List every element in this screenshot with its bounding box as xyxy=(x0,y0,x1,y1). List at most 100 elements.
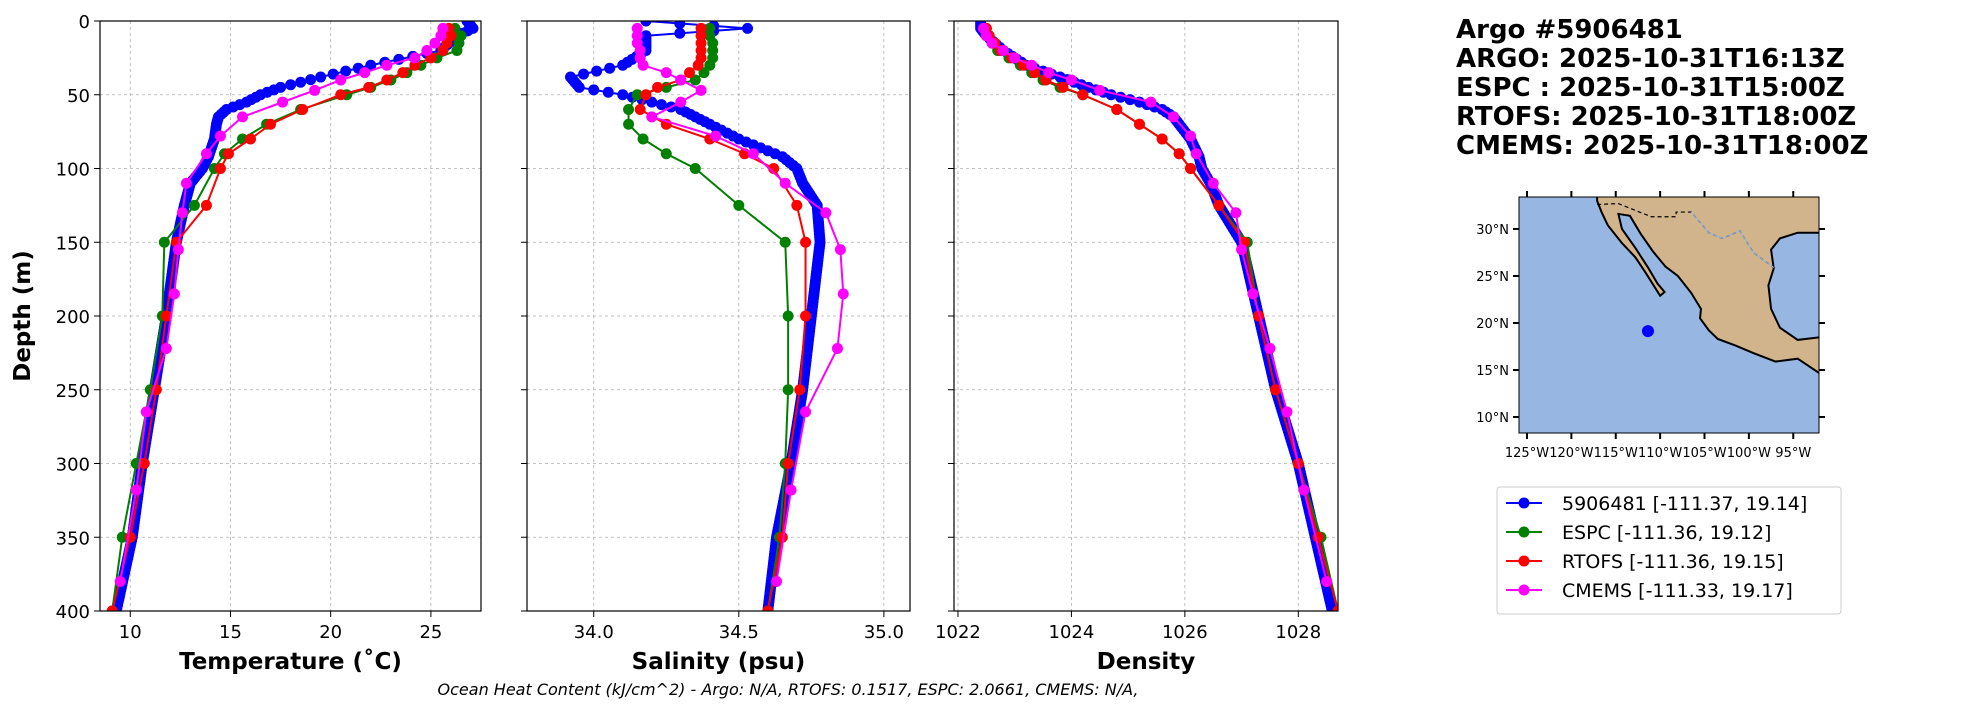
data-point-argo xyxy=(305,74,317,86)
data-point-cmems xyxy=(1009,52,1021,64)
data-point-cmems xyxy=(1043,67,1055,79)
data-point-cmems xyxy=(180,177,192,189)
data-point-argo xyxy=(591,65,603,77)
data-point-cmems xyxy=(646,111,658,123)
x-tick-label: 1028 xyxy=(1275,622,1321,643)
data-point-cmems xyxy=(200,148,212,160)
data-point-rtofs xyxy=(265,118,277,130)
data-point-espc xyxy=(660,148,672,160)
data-point-argo xyxy=(646,96,658,108)
map-lon-label: 110°W xyxy=(1638,446,1682,461)
data-point-rtofs xyxy=(245,133,257,145)
data-point-cmems xyxy=(172,244,184,256)
map-lon-label: 100°W xyxy=(1727,446,1771,461)
title-espc-time: ESPC : 2025-10-31T15:00Z xyxy=(1456,73,1845,103)
data-point-cmems xyxy=(1168,111,1180,123)
data-point-cmems xyxy=(660,67,672,79)
float-position-marker xyxy=(1641,325,1654,338)
data-point-espc xyxy=(451,45,463,56)
data-point-espc xyxy=(689,163,701,174)
data-point-espc xyxy=(704,59,716,71)
data-point-espc xyxy=(637,133,649,145)
data-point-espc xyxy=(698,67,710,79)
data-point-cmems xyxy=(1281,406,1293,418)
data-point-cmems xyxy=(1094,84,1106,96)
data-point-cmems xyxy=(421,45,433,56)
legend-label: 5906481 [-111.37, 19.14] xyxy=(1562,493,1807,515)
series-group xyxy=(975,21,1338,611)
data-point-rtofs xyxy=(1111,104,1123,115)
data-point-rtofs xyxy=(692,59,704,71)
data-point-argo xyxy=(640,21,652,27)
legend-marker xyxy=(1518,584,1530,596)
map-frame xyxy=(1518,196,1820,434)
data-point-rtofs xyxy=(794,384,806,396)
legend-label: CMEMS [-111.33, 19.17] xyxy=(1562,580,1793,602)
data-point-cmems xyxy=(1207,177,1219,189)
y-tick-label: 200 xyxy=(56,307,90,328)
x-tick-label: 1026 xyxy=(1162,622,1208,643)
data-point-rtofs xyxy=(800,310,812,322)
y-tick-label: 250 xyxy=(56,381,90,402)
data-point-cmems xyxy=(1026,59,1038,71)
data-point-cmems xyxy=(140,406,152,418)
map-lat-label: 30°N xyxy=(1476,223,1509,238)
data-point-cmems xyxy=(1230,207,1242,219)
data-point-espc xyxy=(188,199,200,211)
data-point-cmems xyxy=(800,406,812,418)
data-point-rtofs xyxy=(1332,605,1338,611)
map-lon-label: 115°W xyxy=(1594,446,1638,461)
data-point-cmems xyxy=(771,576,783,587)
data-point-rtofs xyxy=(297,104,309,115)
data-point-rtofs xyxy=(138,458,150,469)
title-cmems-time: CMEMS: 2025-10-31T18:00Z xyxy=(1456,131,1869,161)
data-point-espc xyxy=(779,236,791,248)
data-point-cmems xyxy=(997,45,1009,56)
data-point-rtofs xyxy=(782,458,794,469)
data-point-cmems xyxy=(381,59,393,71)
legend-marker xyxy=(1518,555,1530,567)
data-point-rtofs xyxy=(335,89,347,101)
legend-marker xyxy=(1518,526,1530,538)
data-point-cmems xyxy=(837,288,849,300)
x-tick-label: 35.0 xyxy=(864,622,904,643)
data-point-espc xyxy=(782,310,794,322)
y-tick-label: 100 xyxy=(56,160,90,181)
series-line-rtofs xyxy=(111,28,453,611)
data-point-rtofs xyxy=(363,81,375,93)
y-tick-label: 400 xyxy=(56,602,90,623)
data-point-rtofs xyxy=(1156,133,1168,145)
data-point-cmems xyxy=(779,177,791,189)
legend-label: RTOFS [-111.36, 19.15] xyxy=(1562,551,1784,573)
data-point-rtofs xyxy=(1213,199,1225,211)
x-tick-label: 25 xyxy=(419,622,442,643)
data-point-rtofs xyxy=(1173,148,1185,160)
x-axis-label: Temperature (˚C) xyxy=(179,648,402,675)
data-point-rtofs xyxy=(381,74,393,86)
x-axis-label: Density xyxy=(1097,649,1196,675)
data-point-argo xyxy=(588,84,600,96)
series-group xyxy=(565,21,849,611)
data-point-cmems xyxy=(114,576,126,587)
data-point-argo xyxy=(578,68,590,80)
panel-salinity-psu: 34.0 34.5 35.0 Salinity (psu) xyxy=(521,20,911,675)
data-point-rtofs xyxy=(1133,118,1145,130)
data-point-argo xyxy=(315,71,327,83)
legend-marker xyxy=(1518,497,1530,509)
map-lat-label: 20°N xyxy=(1476,317,1509,332)
data-point-cmems xyxy=(675,74,687,86)
data-point-cmems xyxy=(1264,342,1276,354)
data-point-cmems xyxy=(168,288,180,300)
data-point-argo xyxy=(365,59,377,71)
map-lat-label: 10°N xyxy=(1476,411,1509,426)
y-tick-label: 150 xyxy=(56,233,90,254)
x-tick-label: 1024 xyxy=(1049,622,1095,643)
data-point-cmems xyxy=(986,37,998,49)
data-point-argo xyxy=(327,68,339,80)
data-point-cmems xyxy=(214,130,226,142)
map-lon-label: 105°W xyxy=(1682,446,1726,461)
data-point-argo xyxy=(742,22,754,34)
data-point-argo xyxy=(602,86,614,98)
map-lat-label: 25°N xyxy=(1476,270,1509,285)
